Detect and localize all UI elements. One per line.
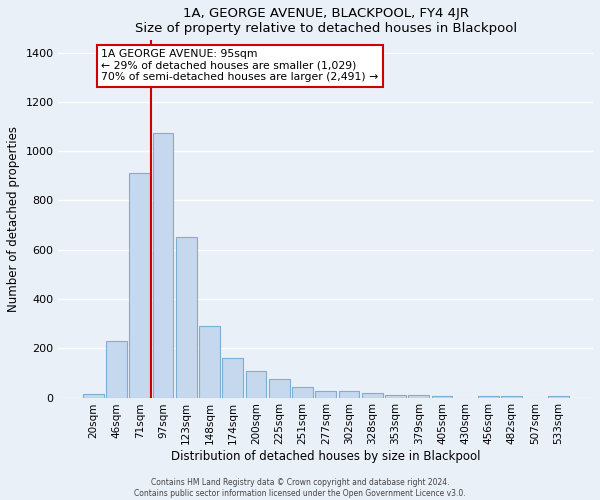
Bar	[292, 387, 313, 398]
Bar	[269, 379, 290, 398]
Bar	[338, 392, 359, 398]
Bar	[478, 396, 499, 398]
Bar	[245, 371, 266, 398]
Bar	[106, 341, 127, 398]
Bar	[409, 394, 429, 398]
Bar	[548, 396, 569, 398]
Bar	[152, 132, 173, 398]
X-axis label: Distribution of detached houses by size in Blackpool: Distribution of detached houses by size …	[171, 450, 481, 463]
Text: 1A GEORGE AVENUE: 95sqm
← 29% of detached houses are smaller (1,029)
70% of semi: 1A GEORGE AVENUE: 95sqm ← 29% of detache…	[101, 49, 379, 82]
Bar	[362, 393, 383, 398]
Y-axis label: Number of detached properties: Number of detached properties	[7, 126, 20, 312]
Bar	[316, 392, 336, 398]
Bar	[431, 396, 452, 398]
Bar	[83, 394, 104, 398]
Bar	[502, 396, 522, 398]
Bar	[129, 174, 150, 398]
Bar	[176, 238, 197, 398]
Bar	[222, 358, 243, 398]
Title: 1A, GEORGE AVENUE, BLACKPOOL, FY4 4JR
Size of property relative to detached hous: 1A, GEORGE AVENUE, BLACKPOOL, FY4 4JR Si…	[135, 7, 517, 35]
Text: Contains HM Land Registry data © Crown copyright and database right 2024.
Contai: Contains HM Land Registry data © Crown c…	[134, 478, 466, 498]
Bar	[385, 394, 406, 398]
Bar	[199, 326, 220, 398]
